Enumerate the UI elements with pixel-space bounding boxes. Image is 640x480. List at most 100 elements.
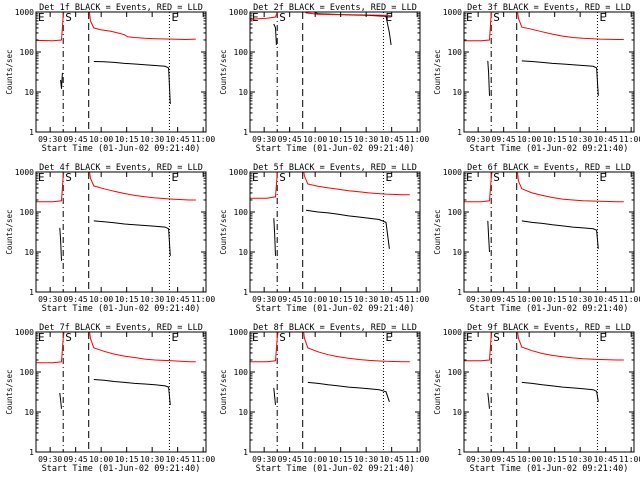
y-tick-label: 10 bbox=[238, 408, 248, 417]
y-tick-label: 10 bbox=[24, 248, 34, 257]
y-axis-label: Counts/sec bbox=[433, 49, 442, 94]
x-tick-label: 09:30 bbox=[466, 295, 490, 304]
y-tick-label: 10 bbox=[452, 408, 462, 417]
y-tick-label: 100 bbox=[448, 368, 463, 377]
x-tick-label: 10:00 bbox=[89, 135, 113, 144]
series-events bbox=[59, 227, 62, 261]
x-tick-label: 10:30 bbox=[140, 295, 164, 304]
x-tick-label: 10:15 bbox=[115, 135, 139, 144]
x-tick-label: 10:45 bbox=[166, 295, 190, 304]
chart-title: Det 1f BLACK = Events, RED = LLD bbox=[39, 3, 203, 13]
y-tick-label: 1000 bbox=[229, 168, 248, 177]
series-lld bbox=[36, 172, 196, 203]
y-tick-label: 1 bbox=[457, 288, 462, 297]
x-tick-label: 11:00 bbox=[191, 295, 215, 304]
marker-label: S bbox=[65, 171, 72, 184]
chart-title: Det 9f BLACK = Events, RED = LLD bbox=[467, 323, 631, 333]
marker-label: E bbox=[171, 11, 178, 24]
plot-frame bbox=[463, 11, 635, 133]
plot-frame bbox=[35, 331, 207, 453]
chart-title: Det 6f BLACK = Events, RED = LLD bbox=[467, 163, 631, 173]
x-tick-label: 09:45 bbox=[278, 135, 302, 144]
x-tick-label: 10:45 bbox=[166, 455, 190, 464]
series-events bbox=[273, 387, 276, 406]
y-tick-label: 10 bbox=[24, 408, 34, 417]
y-tick-label: 100 bbox=[20, 208, 35, 217]
x-tick-label: 09:45 bbox=[278, 295, 302, 304]
y-axis-label: Counts/sec bbox=[5, 49, 14, 94]
series-lld bbox=[464, 332, 624, 362]
x-tick-label: 10:00 bbox=[303, 135, 327, 144]
plot-frame bbox=[249, 331, 421, 453]
y-tick-label: 1000 bbox=[229, 328, 248, 337]
y-tick-label: 1000 bbox=[15, 328, 34, 337]
x-tick-label: 09:30 bbox=[466, 455, 490, 464]
x-tick-label: 10:00 bbox=[517, 135, 541, 144]
x-tick-label: 10:30 bbox=[140, 455, 164, 464]
series-events bbox=[521, 60, 599, 96]
x-tick-label: 10:15 bbox=[115, 455, 139, 464]
y-tick-label: 100 bbox=[448, 208, 463, 217]
series-events bbox=[60, 72, 63, 89]
x-tick-label: 10:15 bbox=[329, 135, 353, 144]
y-tick-label: 1000 bbox=[443, 8, 462, 17]
y-tick-label: 1 bbox=[29, 128, 34, 137]
marker-label: E bbox=[252, 331, 259, 344]
x-tick-label: 10:30 bbox=[140, 135, 164, 144]
marker-label: S bbox=[493, 11, 500, 24]
y-axis-label: Counts/sec bbox=[219, 369, 228, 414]
x-tick-label: 11:00 bbox=[619, 135, 640, 144]
x-tick-label: 10:30 bbox=[568, 455, 592, 464]
x-tick-label: 10:15 bbox=[115, 295, 139, 304]
y-tick-label: 1000 bbox=[15, 8, 34, 17]
y-tick-label: 10 bbox=[24, 88, 34, 97]
y-axis-label: Counts/sec bbox=[433, 369, 442, 414]
x-tick-label: 11:00 bbox=[619, 295, 640, 304]
x-tick-label: 09:30 bbox=[252, 295, 276, 304]
y-tick-label: 1 bbox=[29, 288, 34, 297]
x-tick-label: 11:00 bbox=[619, 455, 640, 464]
x-tick-label: 09:30 bbox=[252, 455, 276, 464]
x-tick-label: 10:45 bbox=[594, 295, 618, 304]
x-tick-label: 10:30 bbox=[354, 295, 378, 304]
y-tick-label: 100 bbox=[234, 48, 249, 57]
marker-label: S bbox=[493, 331, 500, 344]
x-axis-label: Start Time (01-Jun-02 09:21:40) bbox=[470, 304, 629, 314]
chart-title: Det 8f BLACK = Events, RED = LLD bbox=[253, 323, 417, 333]
x-tick-label: 10:00 bbox=[517, 295, 541, 304]
x-tick-label: 10:45 bbox=[380, 295, 404, 304]
x-tick-label: 11:00 bbox=[191, 135, 215, 144]
x-tick-label: 10:30 bbox=[568, 295, 592, 304]
x-tick-label: 10:45 bbox=[380, 135, 404, 144]
y-axis-label: Counts/sec bbox=[5, 209, 14, 254]
x-tick-label: 11:00 bbox=[405, 455, 429, 464]
plot-frame bbox=[35, 171, 207, 293]
marker-label: S bbox=[65, 11, 72, 24]
marker-label: E bbox=[466, 171, 473, 184]
marker-label: E bbox=[171, 331, 178, 344]
x-tick-label: 10:45 bbox=[166, 135, 190, 144]
series-lld bbox=[36, 12, 196, 42]
x-axis-label: Start Time (01-Jun-02 09:21:40) bbox=[470, 464, 629, 474]
y-axis-label: Counts/sec bbox=[433, 209, 442, 254]
x-axis-label: Start Time (01-Jun-02 09:21:40) bbox=[256, 304, 415, 314]
y-tick-label: 1 bbox=[29, 448, 34, 457]
marker-label: E bbox=[599, 331, 606, 344]
y-tick-label: 100 bbox=[448, 48, 463, 57]
y-tick-label: 1 bbox=[243, 448, 248, 457]
x-tick-label: 09:30 bbox=[252, 135, 276, 144]
plot-frame bbox=[249, 11, 421, 133]
x-tick-label: 10:45 bbox=[594, 135, 618, 144]
marker-label: E bbox=[466, 11, 473, 24]
series-events bbox=[273, 23, 277, 46]
marker-label: S bbox=[65, 331, 72, 344]
x-tick-label: 11:00 bbox=[405, 135, 429, 144]
y-axis-label: Counts/sec bbox=[5, 369, 14, 414]
x-tick-label: 10:30 bbox=[568, 135, 592, 144]
x-tick-label: 09:45 bbox=[492, 455, 516, 464]
